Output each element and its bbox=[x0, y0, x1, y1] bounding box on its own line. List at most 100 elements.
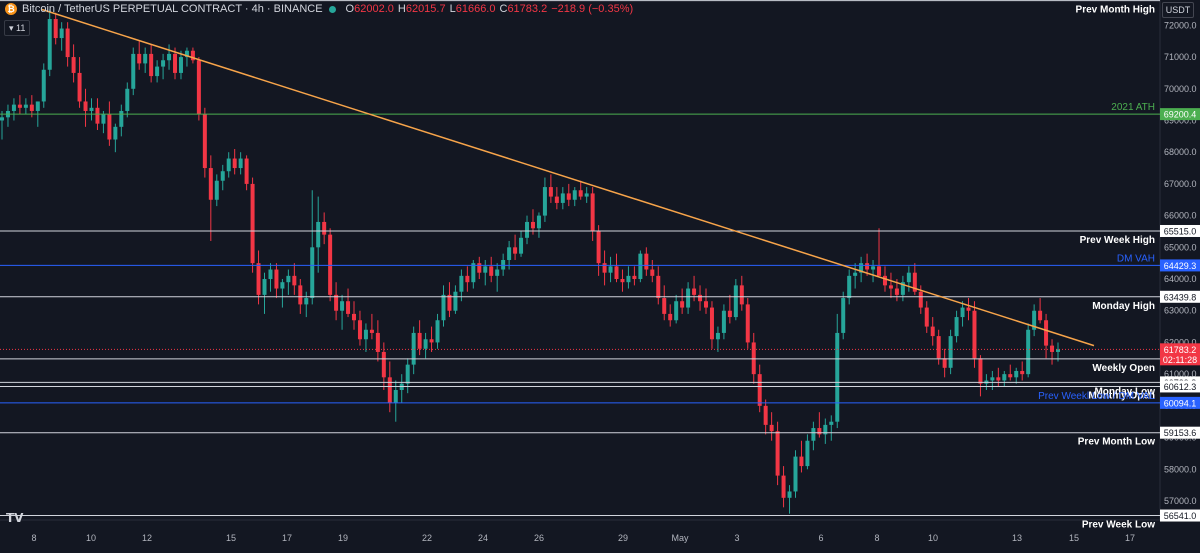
candle-body bbox=[119, 110, 124, 127]
candle-body bbox=[274, 269, 279, 289]
level-price-badge bbox=[1160, 396, 1200, 409]
level-price-badge bbox=[1160, 426, 1200, 439]
candle-body bbox=[978, 358, 983, 384]
candle-body bbox=[161, 60, 166, 67]
candle-body bbox=[59, 28, 64, 39]
candle-body bbox=[340, 301, 345, 311]
candle-body bbox=[471, 263, 476, 283]
candle-body bbox=[769, 424, 774, 432]
level-price-badge-text: 63439.8 bbox=[1164, 292, 1197, 302]
candle-body bbox=[811, 428, 816, 441]
candle-body bbox=[936, 336, 941, 359]
ohlc-change-value: −218.9 (−0.35%) bbox=[551, 3, 634, 15]
candle-body bbox=[1020, 370, 1025, 375]
candle-body bbox=[924, 307, 929, 327]
time-tick-label: 17 bbox=[1125, 533, 1135, 543]
candle-body bbox=[89, 107, 94, 111]
price-tick-label: 58000.0 bbox=[1164, 464, 1197, 474]
candle-body bbox=[596, 231, 601, 264]
candle-body bbox=[214, 180, 219, 200]
candle-body bbox=[739, 285, 744, 305]
candle-body bbox=[817, 428, 822, 435]
candle-body bbox=[280, 282, 285, 289]
symbol-title[interactable]: Bitcoin / TetherUS PERPETUAL CONTRACT · … bbox=[22, 3, 323, 15]
price-tick-label: 64000.0 bbox=[1164, 274, 1197, 284]
candle-body bbox=[942, 358, 947, 368]
candle-body bbox=[441, 294, 446, 321]
candle-body bbox=[226, 158, 231, 172]
candle-body bbox=[363, 329, 368, 340]
candle-body bbox=[113, 126, 118, 140]
price-tick-label: 72000.0 bbox=[1164, 20, 1197, 30]
candle-body bbox=[489, 266, 494, 276]
candle-body bbox=[304, 298, 309, 305]
candle-body bbox=[775, 431, 780, 476]
price-tick-label: 57000.0 bbox=[1164, 496, 1197, 506]
tradingview-logo-icon[interactable]: 𝗧𝗩 bbox=[6, 511, 24, 525]
candle-body bbox=[841, 298, 846, 333]
price-tick-label: 68000.0 bbox=[1164, 147, 1197, 157]
candle-body bbox=[155, 66, 160, 77]
candle-body bbox=[322, 221, 327, 235]
candle-body bbox=[1044, 320, 1049, 346]
time-tick-label: 13 bbox=[1012, 533, 1022, 543]
candle-body bbox=[268, 269, 273, 280]
candle-body bbox=[787, 491, 792, 498]
candle-body bbox=[495, 269, 500, 276]
candle-body bbox=[310, 247, 315, 299]
level-label: Weekly Open bbox=[1092, 363, 1155, 374]
candle-body bbox=[435, 320, 440, 343]
candle-body bbox=[692, 288, 697, 295]
level-price-badge-text: 60094.1 bbox=[1164, 398, 1197, 408]
price-tick-label: 66000.0 bbox=[1164, 211, 1197, 221]
indicators-toggle-button[interactable]: ▾ 11 bbox=[4, 20, 31, 36]
price-tick-label: 62000.0 bbox=[1164, 337, 1197, 347]
candle-body bbox=[632, 275, 637, 280]
candle-body bbox=[1002, 374, 1007, 381]
candle-body bbox=[906, 272, 911, 283]
level-label: Monthly Open bbox=[1088, 390, 1155, 401]
candle-body bbox=[525, 221, 530, 238]
candle-body bbox=[620, 279, 625, 283]
candle-body bbox=[918, 291, 923, 308]
candle-body bbox=[346, 301, 351, 314]
candle-body bbox=[328, 234, 333, 295]
candle-body bbox=[727, 310, 732, 318]
level-price-badge-text: 69200.4 bbox=[1164, 110, 1197, 120]
candle-body bbox=[829, 421, 834, 425]
candle-body bbox=[125, 88, 130, 111]
candle-body bbox=[501, 260, 506, 270]
candle-body bbox=[805, 440, 810, 467]
candle-body bbox=[674, 301, 679, 321]
candle-body bbox=[352, 313, 356, 321]
last-price-value: 61783.2 bbox=[1164, 345, 1197, 355]
last-price-badge bbox=[1160, 343, 1200, 366]
candle-body bbox=[709, 307, 714, 340]
candle-body bbox=[686, 288, 691, 308]
candle-body bbox=[202, 114, 207, 169]
symbol-header: ₿ Bitcoin / TetherUS PERPETUAL CONTRACT … bbox=[0, 0, 633, 18]
candle-body bbox=[387, 377, 392, 403]
candle-body bbox=[316, 221, 321, 248]
candle-body bbox=[178, 57, 183, 73]
candle-body bbox=[65, 28, 70, 58]
candle-body bbox=[286, 275, 291, 283]
candle-body bbox=[1026, 329, 1031, 375]
time-tick-label: 26 bbox=[534, 533, 544, 543]
candle-body bbox=[71, 57, 76, 73]
candle-body bbox=[393, 390, 398, 403]
currency-button[interactable]: USDT bbox=[1162, 2, 1194, 18]
level-label: Monday High bbox=[1092, 301, 1155, 312]
candle-body bbox=[894, 288, 899, 295]
candle-body bbox=[149, 53, 154, 77]
candle-body bbox=[859, 263, 864, 273]
ohlc-close-label: C bbox=[499, 3, 508, 15]
ohlc-close-value: 61783.2 bbox=[507, 3, 548, 15]
candle-body bbox=[572, 190, 577, 200]
candle-body bbox=[1008, 374, 1013, 378]
candle-body bbox=[507, 247, 512, 260]
candle-body bbox=[220, 171, 225, 181]
price-tick-label: 69000.0 bbox=[1164, 115, 1197, 125]
